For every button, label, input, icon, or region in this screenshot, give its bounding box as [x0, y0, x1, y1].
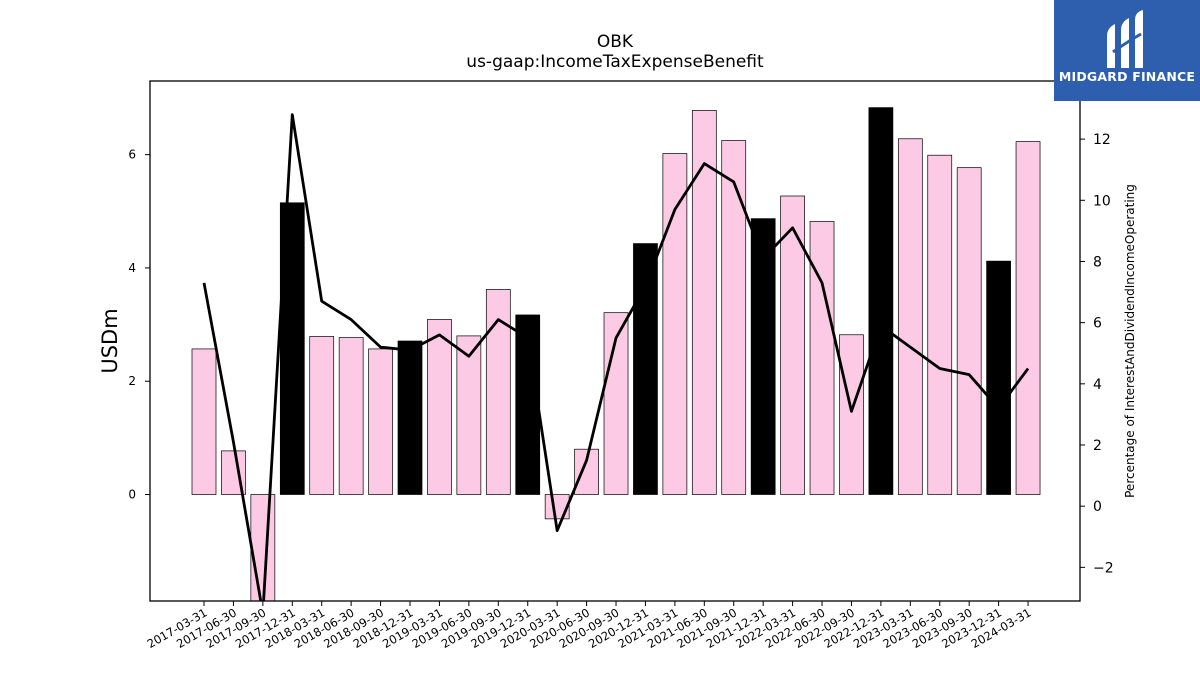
brand-logo: MIDGARD FINANCE — [1054, 0, 1200, 101]
bar-2023-12-31 — [986, 260, 1011, 495]
y2-tick-label: 12 — [1093, 132, 1111, 148]
bar-2019-12-31 — [515, 314, 541, 495]
y2-tick-label: 4 — [1093, 377, 1102, 393]
bar-2020-03-31 — [544, 494, 570, 520]
y-tick-label: 0 — [128, 488, 136, 502]
bar-2023-03-31 — [897, 138, 923, 495]
bar-2022-12-31 — [868, 107, 894, 495]
line-layer — [202, 113, 1030, 601]
bar-2018-12-31 — [397, 340, 423, 495]
y-axis-right: −2 0 2 4 6 8 10 12 — [1080, 132, 1114, 576]
bar-2021-09-30 — [721, 140, 747, 495]
bar-2019-03-31 — [427, 319, 452, 495]
bar-2017-03-31 — [191, 348, 217, 495]
y-tick-label: 2 — [128, 374, 136, 388]
bar-2021-12-31 — [750, 218, 776, 495]
y2-tick-label: 2 — [1093, 438, 1102, 454]
y2-axis-label: Percentage of InterestAndDividendIncomeO… — [1123, 184, 1137, 498]
y2-tick-label: 10 — [1093, 193, 1111, 209]
y2-tick-label: 6 — [1093, 316, 1102, 332]
y-tick-label: 6 — [128, 148, 136, 162]
series-line — [202, 113, 1030, 601]
logo-mark-icon — [1107, 10, 1143, 68]
bar-2019-06-30 — [456, 335, 482, 495]
bar-2022-06-30 — [809, 221, 835, 495]
y2-tick-label: 0 — [1093, 499, 1102, 515]
bar-2023-06-30 — [927, 154, 953, 495]
y2-tick-label: 8 — [1093, 254, 1102, 270]
bar-2023-09-30 — [956, 167, 982, 495]
y2-tick-label: −2 — [1093, 560, 1114, 576]
bar-2017-09-30 — [250, 494, 276, 602]
chart-title: OBK — [596, 32, 634, 52]
x-axis: 2017-03-312017-06-302017-09-302017-12-31… — [145, 601, 1034, 651]
chart-subtitle: us-gaap:IncomeTaxExpenseBenefit — [466, 52, 764, 72]
bar-2018-09-30 — [368, 348, 393, 495]
bars-layer — [191, 107, 1041, 602]
bar-2022-09-30 — [839, 334, 864, 495]
bar-2024-03-31 — [1015, 141, 1041, 495]
y-axis-left: 0 2 4 6 — [128, 148, 150, 502]
bar-2018-06-30 — [338, 337, 364, 495]
y-axis-label: USDm — [98, 308, 122, 373]
plot-frame — [149, 80, 1081, 602]
y-tick-label: 4 — [128, 261, 136, 275]
bar-2020-06-30 — [574, 448, 599, 495]
logo-text: MIDGARD FINANCE — [1058, 69, 1196, 84]
bar-2021-03-31 — [662, 153, 688, 495]
bar-2020-12-31 — [633, 243, 658, 495]
bar-2018-03-31 — [309, 336, 335, 495]
